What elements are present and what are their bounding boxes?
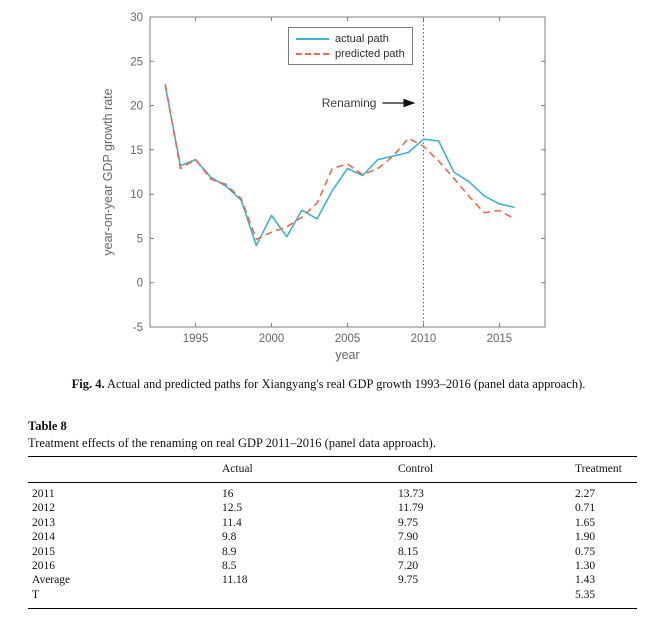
legend-row-predicted: predicted path (296, 46, 408, 61)
y-axis-label: year-on-year GDP growth rate (101, 88, 115, 255)
legend-label-actual: actual path (335, 32, 389, 45)
chart-legend: actual path predicted path (288, 27, 413, 65)
y-tick-label: 0 (137, 278, 143, 290)
x-tick-label: 2015 (487, 333, 513, 345)
table-header-row: Actual Control Treatment (28, 457, 637, 483)
cell-value: 2.27 (575, 488, 596, 500)
table-row: 2012 12.5 11.79 0.71 (28, 501, 637, 515)
x-axis-label: year (335, 348, 359, 362)
x-tick-label: 2000 (259, 333, 285, 345)
table-row: 2016 8.5 7.20 1.30 (28, 559, 637, 573)
cell-value: 7.90 (398, 531, 419, 544)
x-tick-label: 2005 (335, 333, 361, 345)
row-label: 2014 (32, 531, 55, 544)
cell-value: 16 (222, 488, 234, 500)
cell-value: 11.18 (222, 574, 248, 587)
table-row: 2015 8.9 8.15 0.75 (28, 545, 637, 559)
row-label: 2011 (32, 488, 55, 500)
cell-value: 12.5 (222, 502, 243, 515)
row-label: 2015 (32, 545, 55, 558)
renaming-annotation-text: Renaming (322, 96, 377, 110)
cell-value: 8.5 (222, 559, 237, 572)
annotation-arrow-head (403, 98, 416, 108)
cell-value: 7.20 (398, 559, 419, 572)
cell-value: 11.4 (222, 516, 242, 529)
figure-caption-text: Actual and predicted paths for Xiangyang… (107, 377, 586, 391)
actual-line-swatch (296, 37, 329, 40)
y-tick-label: 30 (130, 12, 143, 24)
table-header-actual: Actual (222, 463, 253, 475)
y-tick-label: 25 (130, 56, 143, 68)
cell-value: 1.65 (575, 516, 596, 529)
predicted-path-line (164, 84, 515, 241)
x-tick-label: 1995 (183, 333, 209, 345)
figure-caption-label: Fig. 4. (71, 377, 105, 391)
table-body: 2011 16 13.73 2.27 2012 12.5 11.79 0.71 2013 11.4… (28, 483, 637, 608)
y-tick-label: 10 (130, 189, 143, 201)
x-tick-label: 2010 (411, 333, 437, 345)
predicted-line-swatch (296, 52, 329, 55)
table-row: 2014 9.8 7.90 1.90 (28, 530, 637, 544)
cell-value: 1.90 (575, 531, 596, 544)
cell-value: 1.43 (575, 574, 596, 587)
figure-caption: Fig. 4. Actual and predicted paths for X… (0, 377, 657, 392)
cell-value: 9.8 (222, 531, 237, 544)
treatment-effects-table: Actual Control Treatment 2011 16 13.73 2.27… (28, 456, 637, 610)
cell-value: 9.75 (398, 574, 419, 587)
y-tick-label: 15 (130, 145, 143, 157)
table-label: Table 8 (28, 419, 67, 433)
legend-row-actual: actual path (296, 31, 408, 46)
cell-value: 1.30 (575, 559, 596, 572)
cell-value (398, 588, 575, 602)
gdp-line-chart: 1995 2000 2005 2010 2015 -5 0 5 10 15 20 25 30 year ye… (101, 12, 546, 362)
row-label: T (32, 588, 40, 601)
cell-value: 11.79 (398, 502, 424, 515)
y-tick-label: -5 (133, 322, 143, 334)
table-row: Average 11.18 9.75 1.43 (28, 573, 637, 587)
table-header-control: Control (398, 463, 434, 475)
row-label: Average (32, 574, 71, 587)
row-label: 2012 (32, 502, 55, 515)
table-row: 2013 11.4 9.75 1.65 (28, 516, 637, 530)
y-tick-label: 5 (137, 233, 143, 245)
actual-path-line (164, 85, 515, 247)
y-tick-label: 20 (130, 101, 143, 113)
row-label: 2016 (32, 559, 55, 572)
table-row: T 5.35 (28, 588, 637, 602)
cell-value: 8.15 (398, 545, 419, 558)
table-header-treatment: Treatment (575, 463, 622, 475)
cell-value: 0.71 (575, 502, 596, 515)
cell-value (222, 588, 398, 602)
cell-value: 8.9 (222, 545, 237, 558)
table-row: 2011 16 13.73 2.27 (28, 487, 637, 501)
cell-value: 9.75 (398, 516, 419, 529)
row-label: 2013 (32, 516, 55, 529)
legend-label-predicted: predicted path (335, 47, 405, 60)
table-caption: Treatment effects of the renaming on rea… (28, 436, 436, 450)
cell-value: 0.75 (575, 545, 596, 558)
cell-value: 5.35 (575, 588, 596, 601)
table-header-blank (28, 463, 222, 475)
cell-value: 13.73 (398, 488, 424, 500)
